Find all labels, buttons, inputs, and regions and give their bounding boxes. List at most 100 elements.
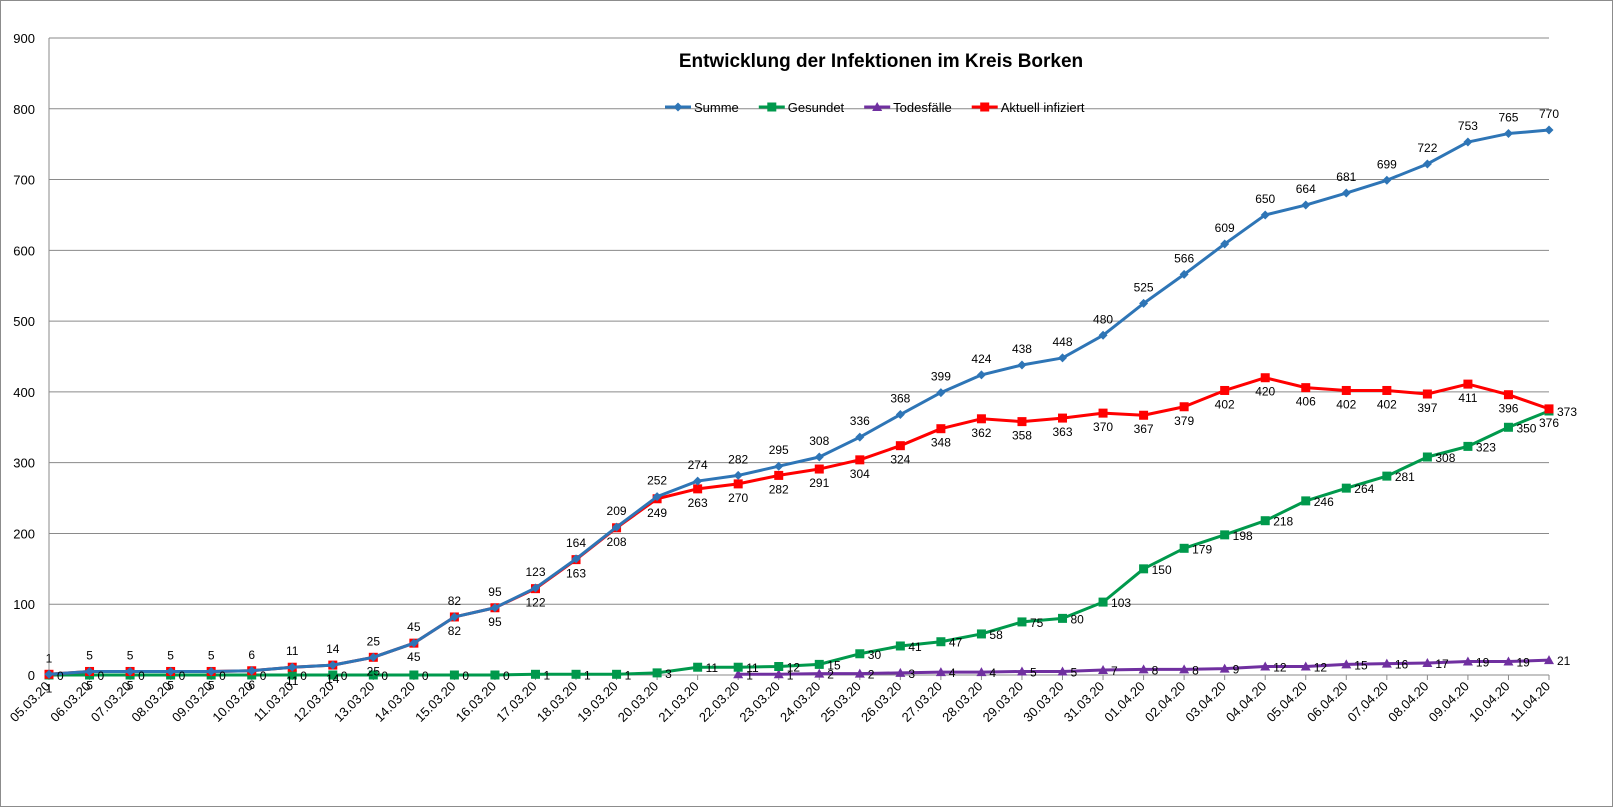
data-point-summe [652, 492, 662, 502]
data-point-todesfalle [1057, 666, 1068, 676]
data-point-todesfalle [1219, 663, 1230, 673]
data-point-gesundet [490, 670, 500, 680]
data-point-todesfalle [1503, 656, 1514, 666]
data-point-summe [693, 476, 703, 486]
data-label: 252 [647, 474, 667, 488]
data-point-todesfalle [854, 668, 865, 678]
data-point-summe [1422, 159, 1432, 169]
data-label: 45 [407, 650, 421, 664]
data-label: 363 [1052, 425, 1072, 439]
data-point-aktuell-infiziert [1422, 389, 1432, 399]
data-point-aktuell-infiziert [1544, 404, 1554, 414]
data-label: 295 [769, 443, 789, 457]
data-point-summe [1260, 210, 1270, 220]
data-label: 5 [208, 678, 215, 692]
data-label: 45 [407, 620, 421, 634]
x-tick-label: 25.03.20 [818, 679, 864, 725]
series-summe [44, 125, 1554, 679]
data-label: 164 [566, 536, 586, 550]
data-label: 370 [1093, 420, 1113, 434]
data-label: 11 [706, 661, 719, 675]
data-label: 0 [300, 669, 307, 683]
data-point-gesundet [693, 662, 703, 672]
data-label: 8 [1192, 663, 1199, 677]
data-label: 0 [219, 669, 226, 683]
legend-label: Gesundet [788, 100, 845, 115]
data-point-summe [449, 612, 459, 622]
x-tick-label: 22.03.20 [696, 679, 742, 725]
grid-lines [49, 37, 1549, 605]
data-point-summe [1503, 129, 1513, 139]
data-label: 7 [1111, 664, 1118, 678]
data-label: 367 [1134, 422, 1154, 436]
data-point-gesundet [287, 670, 297, 680]
data-point-summe [125, 666, 135, 676]
data-point-gesundet [1179, 543, 1189, 553]
data-label: 373 [1557, 405, 1577, 419]
data-label: 0 [260, 669, 267, 683]
data-point-summe [44, 669, 54, 679]
x-tick-label: 14.03.20 [372, 679, 418, 725]
data-label: 3 [665, 667, 672, 681]
data-point-summe [1382, 175, 1392, 185]
data-point-aktuell-infiziert [1382, 385, 1392, 395]
data-point-aktuell-infiziert [1098, 408, 1108, 418]
data-label: 765 [1498, 111, 1518, 125]
data-label: 1 [46, 651, 53, 665]
data-labels-summe: 1 5 5 5 5 6 11 14 25 45 82 95 123 164 209 252 274 282 295 3… [46, 107, 1560, 665]
data-point-summe [166, 666, 176, 676]
data-point-gesundet [1220, 530, 1230, 540]
legend-label: Summe [694, 100, 739, 115]
data-label: 681 [1336, 170, 1356, 184]
x-tick-label: 24.03.20 [777, 679, 823, 725]
data-label: 0 [179, 669, 186, 683]
data-label: 399 [931, 370, 951, 384]
data-label: 82 [448, 594, 462, 608]
data-point-summe [287, 662, 297, 672]
x-tick-label: 26.03.20 [858, 679, 904, 725]
series-line-gesundet [49, 409, 1550, 677]
data-point-gesundet [571, 669, 581, 679]
x-tick-label: 18.03.20 [534, 679, 580, 725]
data-label: 16 [1395, 658, 1409, 672]
data-point-summe [328, 660, 338, 670]
data-point-gesundet [1098, 597, 1108, 607]
data-label: 2 [868, 668, 875, 682]
data-point-gesundet [1139, 564, 1149, 574]
data-point-todesfalle [773, 669, 784, 679]
legend-item-summe: Summe [665, 100, 739, 115]
data-label: 246 [1314, 495, 1334, 509]
data-label: 650 [1255, 192, 1275, 206]
x-tick-label: 01.04.20 [1101, 679, 1147, 725]
data-label: 348 [931, 436, 951, 450]
data-label: 323 [1476, 440, 1496, 454]
data-label: 218 [1273, 515, 1293, 529]
x-tick-label: 23.03.20 [736, 679, 782, 725]
axes: 010020030040050060070080090005.03.2006.0… [7, 31, 1553, 725]
data-point-gesundet [936, 637, 946, 647]
data-label: 5 [1030, 665, 1037, 679]
data-point-aktuell-infiziert [1220, 385, 1230, 395]
data-point-aktuell-infiziert [1017, 417, 1027, 427]
data-point-gesundet [814, 659, 824, 669]
data-label: 0 [422, 669, 429, 683]
x-tick-label: 29.03.20 [980, 679, 1026, 725]
data-label: 270 [728, 491, 748, 505]
x-tick-label: 05.04.20 [1263, 679, 1309, 725]
data-point-todesfalle [1422, 657, 1433, 667]
data-label: 304 [850, 467, 870, 481]
data-point-gesundet [328, 670, 338, 680]
legend-marker [980, 102, 990, 112]
x-tick-label: 28.03.20 [939, 679, 985, 725]
x-tick-label: 11.04.20 [1507, 679, 1553, 725]
data-point-todesfalle [895, 667, 906, 677]
data-point-todesfalle [1260, 661, 1271, 671]
data-label: 1 [543, 668, 550, 682]
data-label: 209 [607, 504, 627, 518]
data-label: 25 [367, 634, 381, 648]
data-label: 402 [1377, 397, 1397, 411]
